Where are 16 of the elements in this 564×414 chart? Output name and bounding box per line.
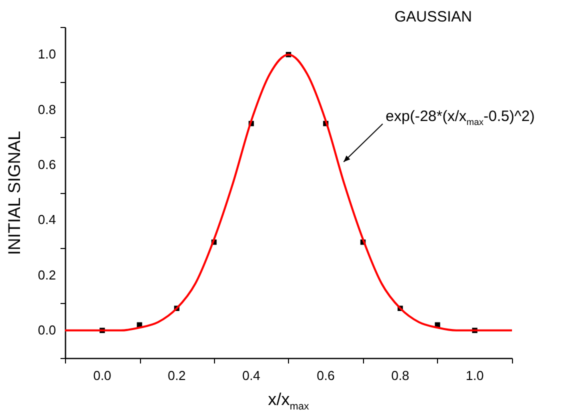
x-tick-label: 0.4 bbox=[242, 368, 260, 383]
x-tick-label: 0.8 bbox=[391, 368, 410, 383]
y-tick-label: 1.0 bbox=[38, 46, 56, 62]
y-tick-label: 0.2 bbox=[38, 267, 56, 282]
x-axis-title: x/x$_{max}$ bbox=[268, 390, 309, 412]
x-tick-label: 0.0 bbox=[93, 368, 112, 383]
y-tick-label: 0.8 bbox=[38, 102, 56, 117]
x-tick-label: 1.0 bbox=[466, 368, 484, 383]
annotation: exp(-28*(x/x$_{max}$-0.5)^2) bbox=[386, 108, 535, 128]
chart-title: GAUSSIAN bbox=[394, 8, 472, 26]
x-tick-label: 0.6 bbox=[316, 368, 335, 383]
y-axis-title: INITIAL SIGNAL bbox=[5, 130, 24, 256]
y-tick-label: 0.4 bbox=[38, 212, 56, 228]
x-tick-label: 0.2 bbox=[168, 368, 186, 383]
y-tick-label: 0.0 bbox=[38, 322, 56, 338]
y-tick-label: 0.6 bbox=[38, 156, 56, 172]
